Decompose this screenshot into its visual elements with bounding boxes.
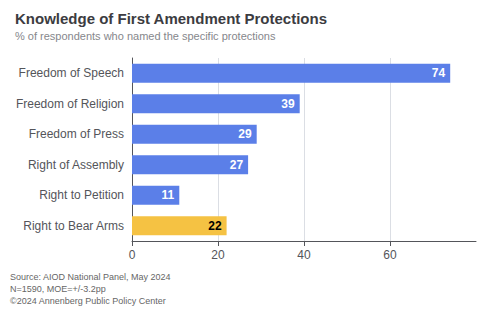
svg-text:11: 11 [162, 188, 175, 202]
svg-text:0: 0 [129, 248, 136, 262]
svg-text:Freedom of Religion: Freedom of Religion [16, 97, 124, 111]
svg-text:40: 40 [297, 248, 311, 262]
svg-text:74: 74 [432, 66, 446, 80]
svg-text:©2024 Annenberg Public Policy: ©2024 Annenberg Public Policy Center [10, 296, 166, 306]
svg-text:27: 27 [230, 158, 244, 172]
svg-text:N=1590, MOE=+/-3.2pp: N=1590, MOE=+/-3.2pp [10, 284, 106, 294]
svg-text:20: 20 [211, 248, 225, 262]
svg-text:60: 60 [383, 248, 397, 262]
svg-text:Freedom of Press: Freedom of Press [29, 127, 124, 141]
svg-text:Freedom of Speech: Freedom of Speech [19, 66, 124, 80]
svg-text:Source: AIOD National Panel, M: Source: AIOD National Panel, May 2024 [10, 272, 171, 282]
svg-text:Right of Assembly: Right of Assembly [28, 158, 124, 172]
svg-text:Knowledge of First Amendment P: Knowledge of First Amendment Protections [15, 10, 327, 27]
svg-text:39: 39 [281, 97, 295, 111]
svg-text:% of respondents who named the: % of respondents who named the specific … [15, 30, 276, 42]
svg-text:Right to Petition: Right to Petition [39, 188, 124, 202]
svg-text:29: 29 [238, 127, 252, 141]
svg-text:22: 22 [208, 219, 222, 233]
svg-text:Right to Bear Arms: Right to Bear Arms [23, 219, 124, 233]
